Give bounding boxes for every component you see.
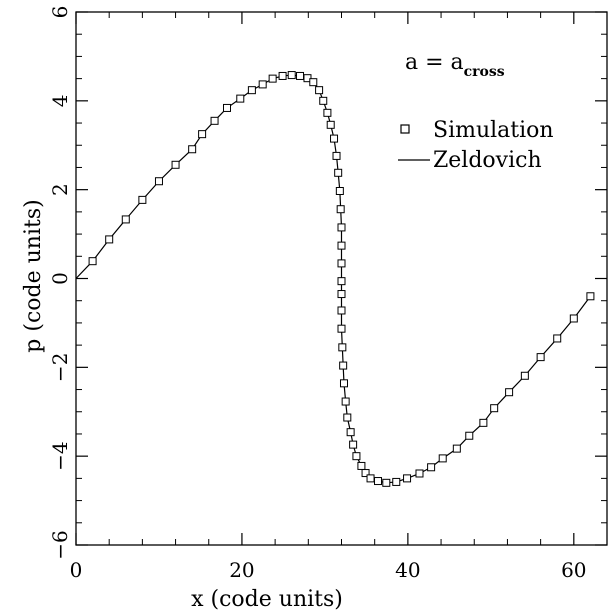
simulation-point <box>326 120 335 129</box>
simulation-point <box>309 78 318 87</box>
y-tick-label: 2 <box>48 183 72 196</box>
legend-label-simulation: Simulation <box>433 118 554 143</box>
simulation-point <box>337 290 346 299</box>
simulation-point <box>465 431 474 440</box>
simulation-point <box>505 388 514 397</box>
simulation-point <box>338 343 347 352</box>
x-tick-label: 20 <box>229 558 254 582</box>
y-tick-label: −2 <box>48 353 72 382</box>
simulation-point <box>121 215 130 224</box>
simulation-point <box>334 168 343 177</box>
simulation-point <box>336 205 345 214</box>
simulation-point <box>332 151 341 160</box>
simulation-point <box>346 428 355 437</box>
annotation-base: a = a <box>405 50 464 75</box>
simulation-point <box>341 397 350 406</box>
simulation-point <box>105 235 114 244</box>
minor-ticks <box>76 12 608 545</box>
simulation-point <box>335 187 344 195</box>
simulation-point <box>586 292 595 301</box>
legend-label-zeldovich: Zeldovich <box>433 148 542 173</box>
simulation-point <box>337 259 346 268</box>
x-tick-labels: 0 20 40 60 <box>70 558 587 582</box>
simulation-point <box>337 223 346 232</box>
simulation-point <box>337 277 346 286</box>
simulation-point <box>536 353 545 362</box>
y-axis-label: p (code units) <box>21 199 46 352</box>
series-line-zeldovich <box>75 74 591 484</box>
simulation-point <box>171 160 180 169</box>
simulation-point <box>268 74 277 83</box>
simulation-point <box>569 314 578 323</box>
x-tick-label: 0 <box>70 558 83 582</box>
major-ticks <box>75 11 607 546</box>
simulation-point <box>210 116 219 125</box>
simulation-point <box>258 80 267 89</box>
simulation-point <box>278 71 287 80</box>
annotation-a-cross: a = across <box>405 50 505 80</box>
simulation-point <box>330 134 339 143</box>
simulation-point <box>427 463 436 472</box>
simulation-point <box>403 474 412 483</box>
simulation-point <box>337 241 346 250</box>
simulation-point <box>287 71 296 80</box>
simulation-point <box>339 379 348 388</box>
simulation-point <box>247 86 256 95</box>
simulation-point <box>339 361 348 370</box>
simulation-point <box>198 130 207 139</box>
y-tick-labels: −6 −4 −2 0 2 4 6 <box>48 6 72 560</box>
simulation-point <box>315 86 324 95</box>
simulation-point <box>296 71 305 80</box>
y-tick-label: 0 <box>48 272 72 285</box>
simulation-point <box>438 454 447 463</box>
simulation-point <box>415 469 424 478</box>
simulation-point <box>88 257 97 266</box>
y-tick-label: −6 <box>48 530 72 559</box>
simulation-point <box>352 452 361 461</box>
simulation-point <box>382 478 391 487</box>
simulation-point <box>452 444 461 453</box>
simulation-point <box>490 404 499 413</box>
simulation-point <box>188 145 197 154</box>
simulation-point <box>349 440 358 449</box>
simulation-point <box>366 474 375 483</box>
legend-marker-simulation <box>400 124 410 134</box>
simulation-point <box>361 469 370 478</box>
simulation-point <box>337 324 346 333</box>
simulation-point <box>223 103 231 112</box>
simulation-point <box>479 418 488 427</box>
x-axis-label: x (code units) <box>191 587 343 612</box>
simulation-point <box>520 371 529 380</box>
simulation-point <box>319 96 328 105</box>
y-tick-label: 6 <box>48 6 72 19</box>
simulation-point <box>323 108 332 117</box>
y-tick-label: −4 <box>48 441 72 470</box>
x-tick-label: 40 <box>395 558 420 582</box>
y-tick-label: 4 <box>48 94 72 107</box>
legend: Simulation Zeldovich <box>398 118 554 173</box>
annotation-subscript: cross <box>464 64 505 80</box>
simulation-point <box>392 477 401 486</box>
simulation-point <box>154 177 163 186</box>
series-layer <box>75 71 595 487</box>
simulation-point <box>138 195 147 204</box>
x-tick-label: 60 <box>561 558 586 582</box>
simulation-point <box>374 477 383 486</box>
simulation-point <box>337 306 346 315</box>
simulation-point <box>236 94 245 103</box>
simulation-point <box>553 334 562 343</box>
simulation-point <box>343 413 352 422</box>
simulation-point <box>357 461 366 470</box>
